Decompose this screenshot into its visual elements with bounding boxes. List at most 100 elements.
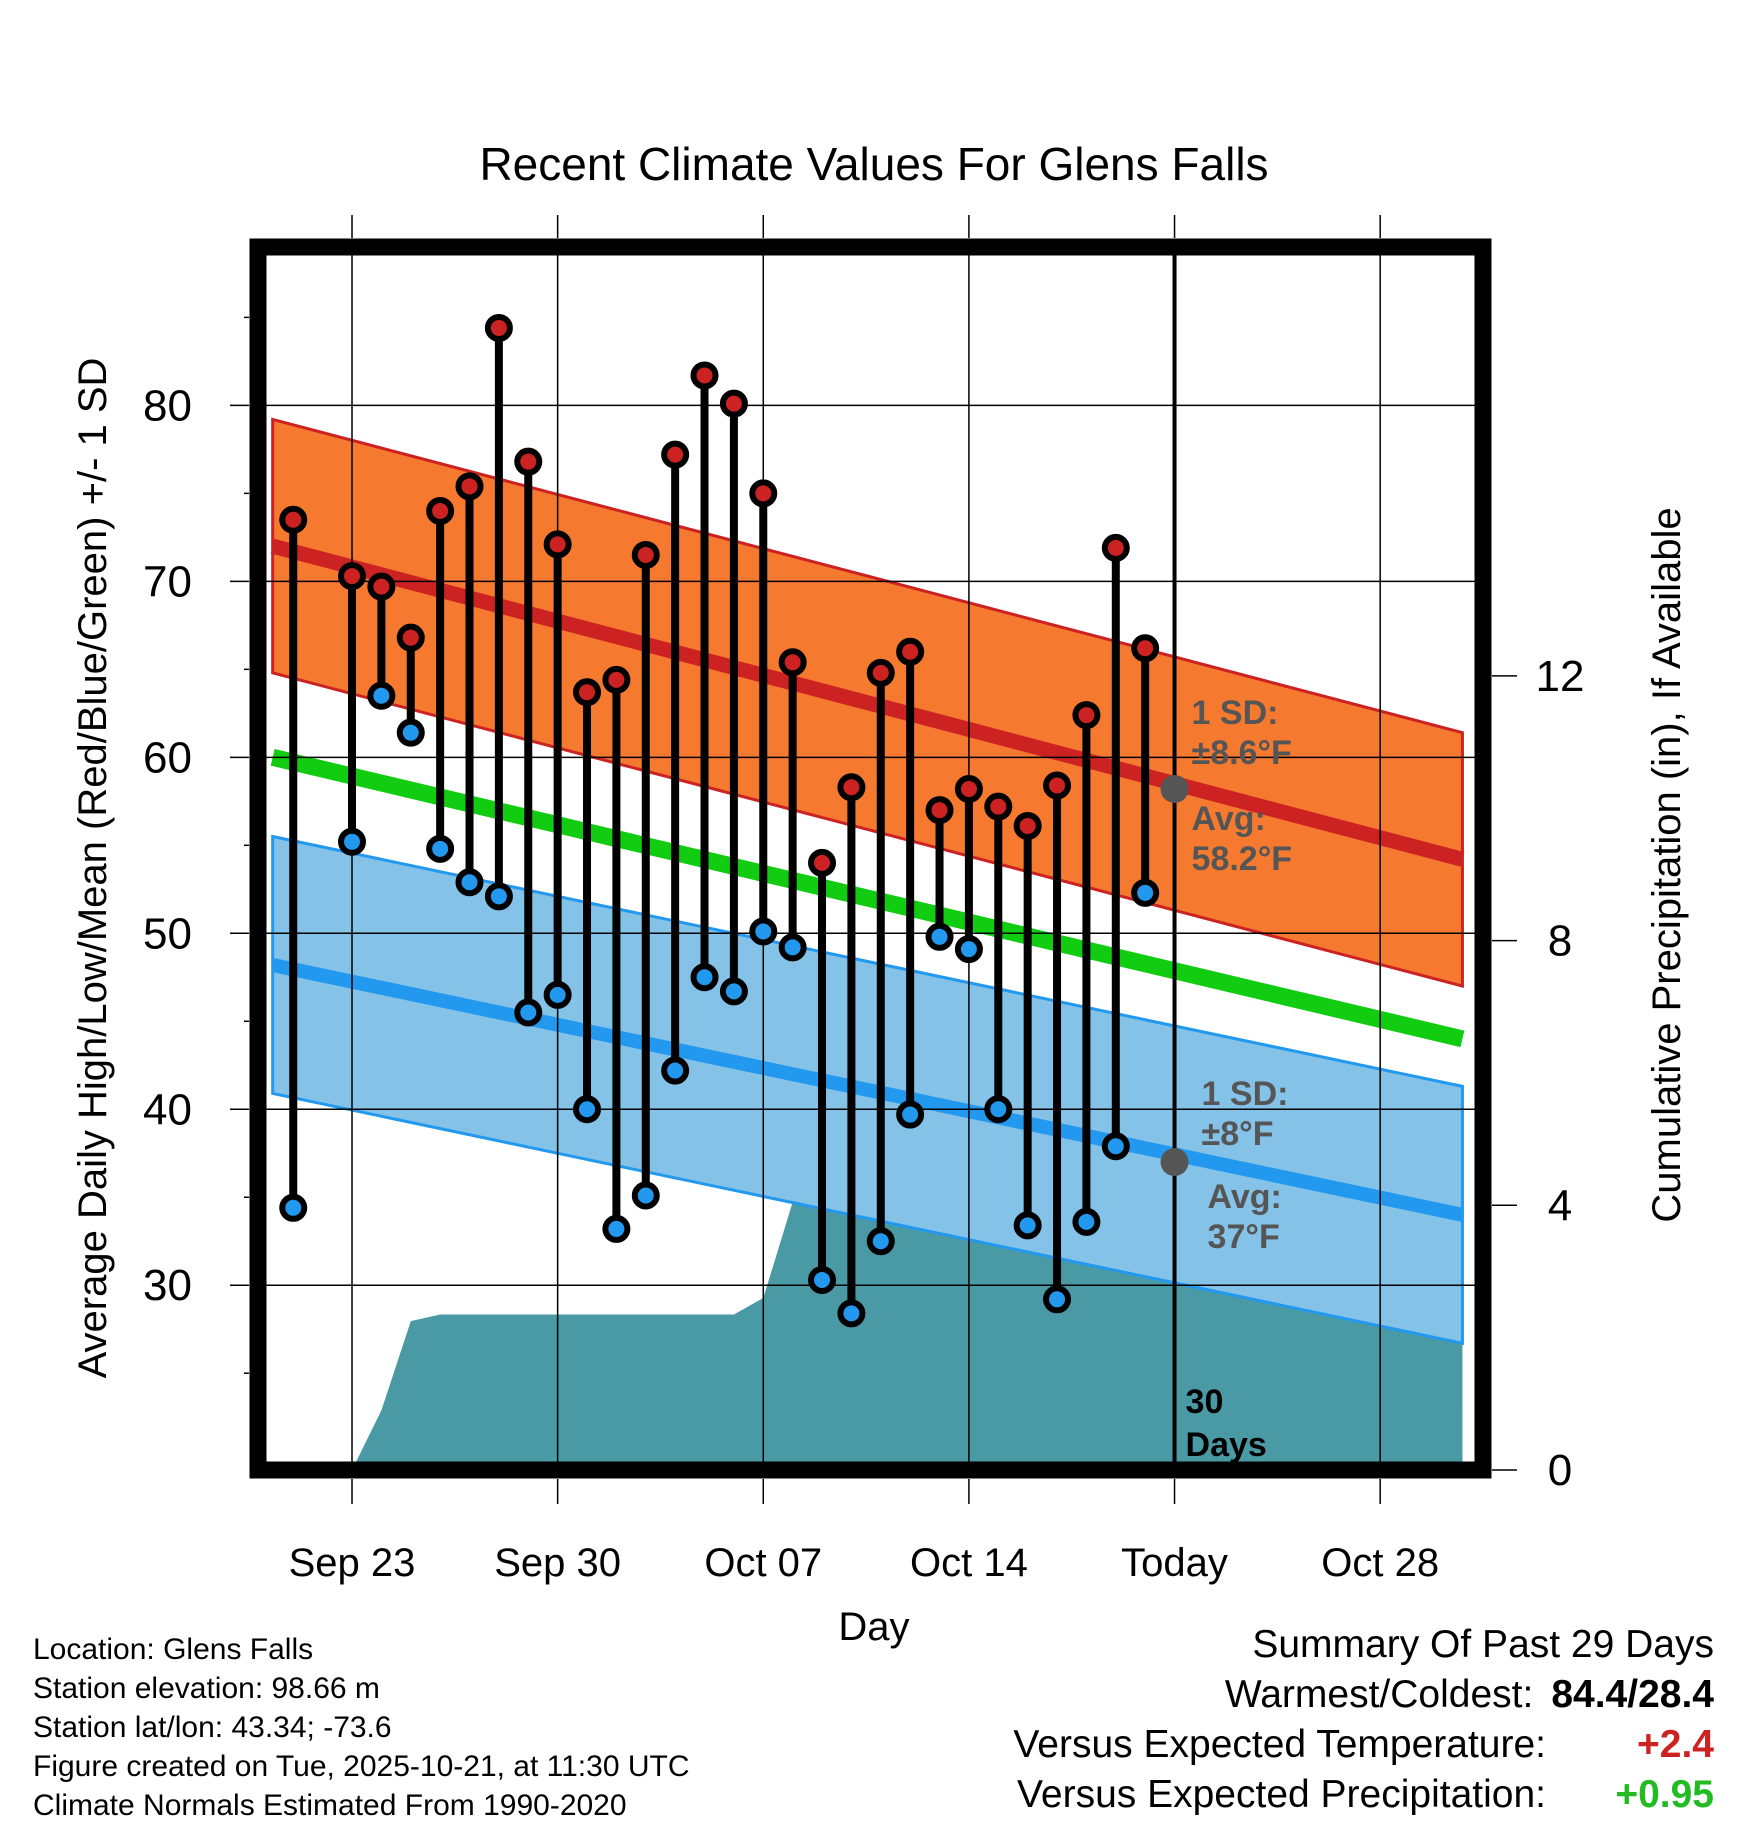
daily-high-point	[543, 530, 572, 559]
daily-high-point	[367, 572, 396, 601]
daily-high-point	[426, 496, 455, 525]
daily-low-point	[984, 1095, 1013, 1124]
daily-low-point	[719, 977, 748, 1006]
daily-low-point	[279, 1193, 308, 1222]
daily-high-point	[984, 792, 1013, 821]
daily-high-point	[896, 637, 925, 666]
daily-high-point	[484, 313, 513, 342]
daily-high-point	[661, 440, 690, 469]
summary-heading: Summary Of Past 29 Days	[1252, 1623, 1714, 1666]
y2-tick-label: 8	[1548, 917, 1572, 966]
elevation-text: Station elevation: 98.66 m	[33, 1672, 380, 1705]
daily-high-point	[1072, 701, 1101, 730]
daily-high-point	[837, 773, 866, 802]
y2-tick-label: 4	[1548, 1181, 1572, 1230]
x-tick-label: Sep 23	[289, 1541, 416, 1585]
daily-low-point	[602, 1214, 631, 1243]
daily-high-point	[866, 658, 895, 687]
days-annotation: 30 Days	[1186, 1383, 1267, 1464]
daily-low-point	[896, 1100, 925, 1129]
summary-warm-cold-row: Warmest/Coldest: 84.4/28.4	[1013, 1670, 1714, 1720]
daily-low-point	[1101, 1132, 1130, 1161]
daily-high-point	[925, 796, 954, 825]
daily-low-point	[1131, 878, 1160, 907]
warm-cold-label: Warmest/Coldest:	[1224, 1673, 1534, 1716]
daily-high-point	[808, 848, 837, 877]
plot-frame	[249, 238, 1492, 1479]
daily-high-point	[279, 505, 308, 534]
daily-low-point	[837, 1299, 866, 1328]
daily-low-point	[808, 1265, 837, 1294]
daily-low-point	[573, 1095, 602, 1124]
daily-high-point	[778, 648, 807, 677]
warm-cold-value: 84.4/28.4	[1551, 1673, 1714, 1716]
summary-panel: Summary Of Past 29 Days Warmest/Coldest:…	[1013, 1620, 1714, 1820]
daily-low-point	[426, 834, 455, 863]
daily-high-point	[1043, 771, 1072, 800]
daily-low-point	[631, 1181, 660, 1210]
precip-label: Versus Expected Precipitation:	[1017, 1773, 1546, 1816]
daily-low-point	[455, 868, 484, 897]
daily-low-point	[749, 917, 778, 946]
daily-low-point	[367, 681, 396, 710]
low-avg-annotation: Avg: 37°F	[1208, 1178, 1282, 1256]
daily-high-point	[602, 665, 631, 694]
location-text: Location: Glens Falls	[33, 1633, 314, 1666]
daily-high-point	[573, 678, 602, 707]
daily-high-point	[514, 447, 543, 476]
daily-low-point	[925, 922, 954, 951]
daily-high-point	[455, 472, 484, 501]
daily-high-point	[1013, 811, 1042, 840]
x-tick-label: Today	[1121, 1541, 1228, 1585]
low-sd-annotation: 1 SD: ±8°F	[1202, 1075, 1289, 1153]
normal-low-line	[271, 958, 1464, 1222]
daily-high-point	[631, 540, 660, 569]
daily-low-point	[954, 935, 983, 964]
x-tick-label: Oct 28	[1321, 1541, 1439, 1585]
y-tick-label: 30	[143, 1261, 192, 1310]
summary-precip-row: Versus Expected Precipitation: +0.95	[1013, 1770, 1714, 1820]
daily-low-point	[778, 933, 807, 962]
high-sd-annotation: 1 SD: ±8.6°F	[1192, 694, 1292, 772]
y-tick-label: 80	[143, 381, 192, 430]
y2-axis-label: Cumulative Precipitation (in), If Availa…	[1645, 507, 1689, 1222]
daily-low-point	[396, 718, 425, 747]
daily-low-point	[866, 1227, 895, 1256]
daily-low-point	[1043, 1285, 1072, 1314]
plot-area	[258, 247, 1483, 1470]
high-avg-annotation: Avg: 58.2°F	[1192, 800, 1293, 878]
daily-high-point	[338, 562, 367, 591]
daily-high-point	[690, 361, 719, 390]
daily-high-point	[719, 389, 748, 418]
summary-temp-row: Versus Expected Temperature: +2.4	[1013, 1720, 1714, 1770]
temp-value: +2.4	[1637, 1723, 1714, 1766]
y2-tick-label: 12	[1536, 652, 1585, 701]
daily-high-point	[954, 774, 983, 803]
y-tick-label: 70	[143, 557, 192, 606]
y-tick-label: 60	[143, 733, 192, 782]
precip-value: +0.95	[1615, 1773, 1714, 1816]
daily-low-point	[514, 998, 543, 1027]
daily-low-point	[1072, 1207, 1101, 1236]
x-axis-label: Day	[838, 1605, 909, 1649]
daily-low-point	[690, 963, 719, 992]
daily-high-point	[749, 479, 778, 508]
x-tick-label: Oct 07	[704, 1541, 822, 1585]
today-avg-low-marker	[1160, 1148, 1189, 1177]
station-info: Location: Glens Falls Station elevation:…	[33, 1630, 690, 1825]
daily-high-point	[1101, 533, 1130, 562]
today-avg-high-marker	[1160, 774, 1189, 803]
y-axis-label: Average Daily High/Low/Mean (Red/Blue/Gr…	[71, 358, 115, 1379]
normals-text: Climate Normals Estimated From 1990-2020	[33, 1789, 627, 1822]
daily-low-point	[484, 882, 513, 911]
daily-low-point	[661, 1056, 690, 1085]
x-tick-label: Sep 30	[494, 1541, 621, 1585]
daily-low-point	[1013, 1211, 1042, 1240]
daily-high-point	[396, 623, 425, 652]
daily-low-point	[543, 980, 572, 1009]
daily-low-point	[338, 827, 367, 856]
y-tick-label: 50	[143, 909, 192, 958]
y2-tick-label: 0	[1548, 1446, 1572, 1495]
temp-label: Versus Expected Temperature:	[1013, 1723, 1546, 1766]
